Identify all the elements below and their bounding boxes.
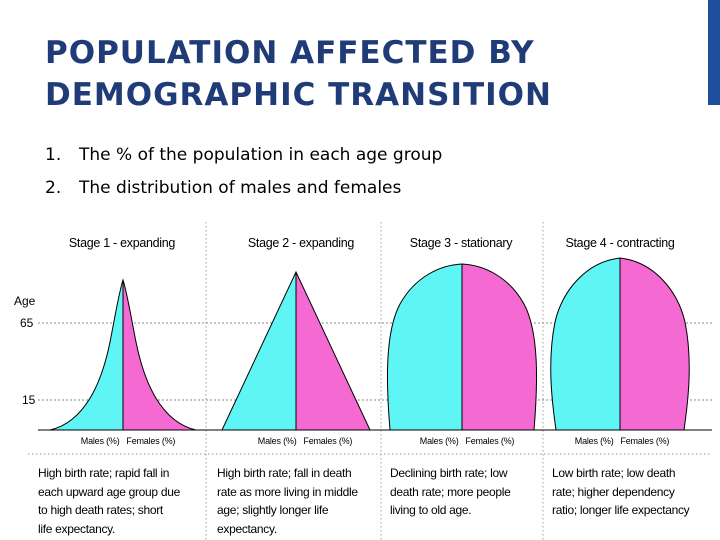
stage-2-sex-labels: Males (%) Females (%) <box>240 436 370 446</box>
stage-3-description: Declining birth rate; low death rate; mo… <box>390 464 555 520</box>
stage-1-title: Stage 1 - expanding <box>68 236 176 250</box>
males-label: Males (%) <box>257 436 297 446</box>
males-label: Males (%) <box>419 436 459 446</box>
description-line: High birth rate; fall in death <box>217 466 352 480</box>
bullet-item-1: 1. The % of the population in each age gr… <box>45 142 442 175</box>
description-line: ratio; longer life expectancy <box>552 503 690 517</box>
bullet-list: 1. The % of the population in each age gr… <box>45 142 442 208</box>
males-label: Males (%) <box>574 436 614 446</box>
description-line: rate; higher dependency <box>552 484 675 499</box>
stage-1-females-area <box>123 280 196 430</box>
bullet-text: The % of the population in each age grou… <box>79 145 443 165</box>
stage-3-males-area <box>387 264 462 430</box>
bullet-item-2: 2. The distribution of males and females <box>45 175 442 208</box>
stage-4-title: Stage 4 - contracting <box>565 236 675 250</box>
description-line: each upward age group due <box>38 484 180 499</box>
females-label: Females (%) <box>620 436 670 446</box>
stage-2-title: Stage 2 - expanding <box>247 236 355 250</box>
age-15-label: 15 <box>22 393 36 407</box>
stage-3-females-area <box>462 264 537 430</box>
females-label: Females (%) <box>465 436 515 446</box>
stage-3-title: Stage 3 - stationary <box>409 236 513 250</box>
description-line: Declining birth rate; low <box>390 466 508 480</box>
accent-bar <box>708 0 720 105</box>
stage-4-males-area <box>550 258 620 430</box>
title-line-1: POPULATION AFFECTED BY <box>45 35 535 71</box>
description-line: life expectancy. <box>38 521 116 536</box>
pyramids-svg <box>28 222 712 540</box>
stage-4-description: Low birth rate; low death rate; higher d… <box>552 464 717 520</box>
females-label: Females (%) <box>126 436 176 446</box>
males-label: Males (%) <box>80 436 120 446</box>
stage-1-males-area <box>50 280 123 430</box>
title-line-2: DEMOGRAPHIC TRANSITION <box>45 77 552 113</box>
age-65-label: 65 <box>20 316 34 330</box>
stage-2-description: High birth rate; fall in death rate as m… <box>217 464 382 538</box>
bullet-number: 1. <box>45 145 62 165</box>
age-axis-label: Age <box>14 294 36 308</box>
description-line: age; slightly longer life <box>217 503 329 517</box>
stage-4-sex-labels: Males (%) Females (%) <box>557 436 687 446</box>
description-line: to high death rates; short <box>38 503 163 517</box>
stage-4-females-area <box>620 258 690 430</box>
stage-1-description: High birth rate; rapid fall in each upwa… <box>38 464 203 538</box>
population-pyramids-figure: Stage 1 - expanding Stage 2 - expanding … <box>0 222 720 540</box>
description-line: expectancy. <box>217 521 277 536</box>
description-line: death rate; more people <box>390 484 511 499</box>
stage-3-sex-labels: Males (%) Females (%) <box>402 436 532 446</box>
stage-1-sex-labels: Males (%) Females (%) <box>63 436 193 446</box>
description-line: Low birth rate; low death <box>552 466 676 480</box>
bullet-number: 2. <box>45 178 62 198</box>
description-line: rate as more living in middle <box>217 484 358 499</box>
bullet-text: The distribution of males and females <box>79 178 402 198</box>
females-label: Females (%) <box>303 436 353 446</box>
description-line: High birth rate; rapid fall in <box>38 466 170 480</box>
description-line: living to old age. <box>390 503 472 517</box>
slide-title: POPULATION AFFECTED BY DEMOGRAPHIC TRANS… <box>45 32 685 116</box>
